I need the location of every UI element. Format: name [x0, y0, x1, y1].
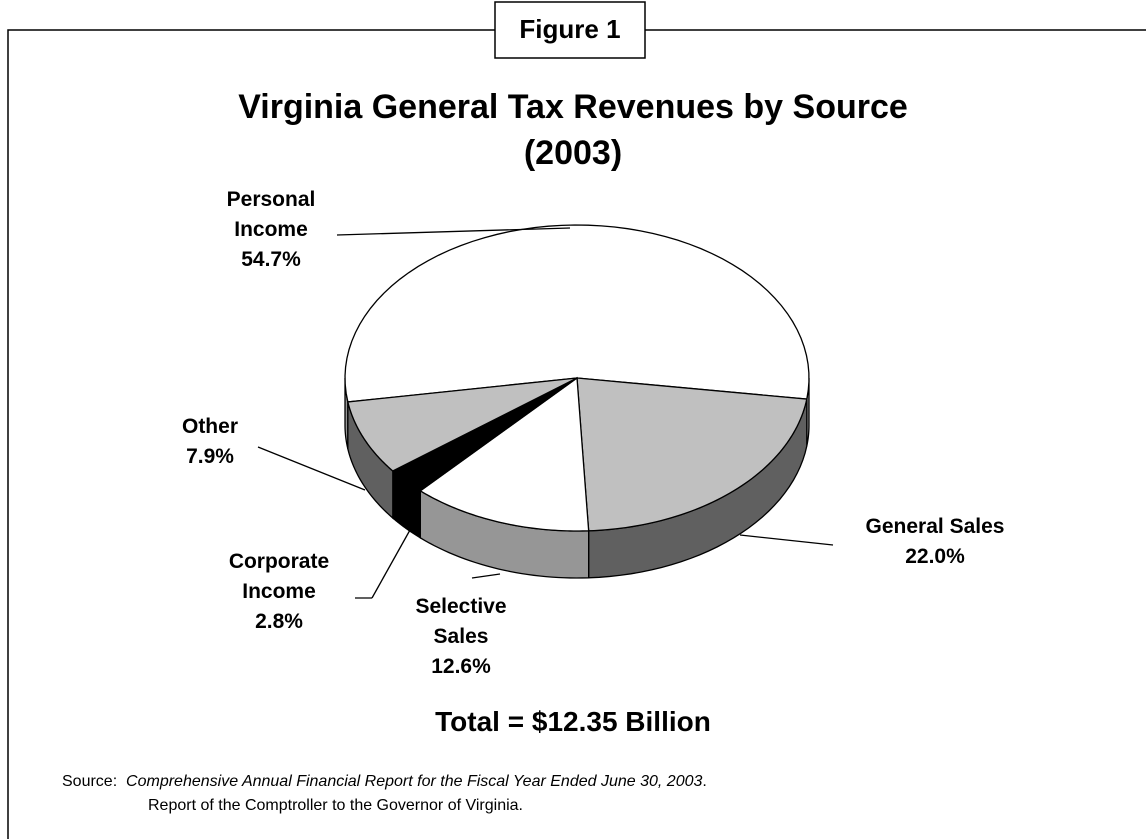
slice-label: Other 7.9% — [170, 412, 250, 472]
leader-line — [739, 534, 834, 546]
chart-title: Virginia General Tax Revenues by Source — [238, 88, 908, 126]
leader-line — [471, 573, 501, 579]
slice — [391, 377, 578, 492]
category-name: Selective Sales — [415, 595, 507, 648]
category-name: Corporate Income — [228, 550, 330, 603]
slice-label: Corporate Income 2.8% — [204, 547, 354, 637]
value-label: 12.6% — [431, 655, 491, 678]
chart-subtitle: (2003) — [523, 134, 623, 172]
source-prefix: Source: — [62, 773, 118, 790]
source-title: Comprehensive Annual Financial Report fo… — [126, 773, 703, 790]
figure-label: Figure 1 — [519, 14, 620, 44]
slice — [347, 377, 578, 472]
annotation: Total = $12.35 Billion — [435, 706, 711, 737]
slice — [344, 224, 810, 403]
value-label: 54.7% — [241, 248, 301, 271]
category-name: Personal Income — [226, 188, 316, 241]
source-line: Source: Comprehensive Annual Financial R… — [62, 773, 707, 791]
slice — [576, 377, 808, 532]
category-name: General Sales — [865, 515, 1005, 538]
category-name: Other — [181, 415, 238, 438]
slice — [419, 376, 590, 532]
slice-label: General Sales 22.0% — [820, 512, 1050, 572]
leader-line — [336, 227, 571, 236]
leader-line — [257, 446, 366, 491]
source-line2: Report of the Comptroller to the Governo… — [148, 797, 523, 814]
source-end: . — [702, 773, 707, 790]
slice-label: Personal Income 54.7% — [196, 185, 346, 275]
leader-line — [371, 529, 411, 599]
value-label: 22.0% — [905, 545, 965, 568]
slice-label: Selective Sales 12.6% — [396, 592, 526, 682]
figure-box — [494, 1, 646, 59]
value-label: 7.9% — [186, 445, 234, 468]
value-label: 2.8% — [255, 610, 303, 633]
